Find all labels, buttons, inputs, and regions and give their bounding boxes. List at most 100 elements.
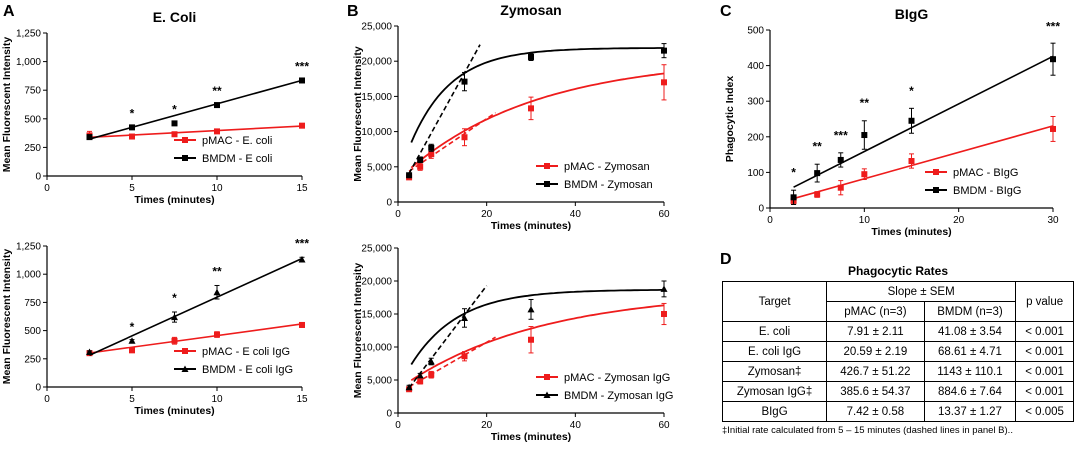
legend-swatch-marker [544,163,550,169]
data-point [428,371,435,378]
y-tick-label: 1,250 [16,29,41,40]
cell-target: Zymosan IgG‡ [721,381,828,402]
data-point [661,47,667,54]
x-axis-label: Times (minutes) [491,220,571,232]
legend-swatch-marker [543,391,551,398]
y-tick-label: 500 [24,114,41,125]
panel-label-a: A [3,3,15,20]
header-bmdm: BMDM (n=3) [923,301,1017,322]
cell-p: < 0.001 [1015,361,1074,382]
data-point [406,172,413,179]
x-tick-label: 10 [859,215,871,226]
y-tick-label: 5,000 [367,376,392,387]
cell-target: E. coli [721,321,828,342]
significance-marker: * [791,166,796,180]
cell-bmdm: 13.37 ± 1.27 [923,401,1017,422]
table-row: Zymosan‡ 426.7 ± 51.22 1143 ± 110.1 < 0.… [721,361,1074,382]
significance-marker: ** [212,84,222,98]
header-p-value: p value [1015,281,1074,322]
data-point [299,77,305,84]
x-tick-label: 10 [211,394,223,405]
data-point [299,122,305,129]
legend-label: BMDM - Zymosan IgG [564,390,673,402]
cell-bmdm: 41.08 ± 3.54 [923,321,1017,342]
data-point [171,337,178,344]
data-point [171,131,178,138]
x-tick-label: 10 [211,183,223,194]
y-tick-label: 25,000 [361,244,392,255]
x-tick-label: 15 [296,183,308,194]
legend-swatch-marker [181,365,189,372]
data-point [299,321,305,328]
data-point [129,133,135,140]
fit-line [793,125,1054,200]
data-point [837,156,844,163]
y-axis-label: Mean Fluorescent Intensity [1,37,13,173]
y-tick-label: 10,000 [361,127,392,138]
legend-label: pMAC - BIgG [953,167,1018,179]
significance-marker: * [172,291,177,305]
chart-ecoli-igg: 0 250 500 750 1,000 1,250 0 5 10 15 Times (minutes… [1,236,309,417]
x-tick-label: 20 [481,420,493,431]
significance-marker: ** [212,264,222,278]
legend-swatch-marker [933,187,939,193]
data-point [417,378,424,385]
fit-curve [410,47,664,143]
table-row: Zymosan IgG‡ 385.6 ± 54.37 884.6 ± 7.64 … [721,381,1074,402]
chart-blgg: 0 100 200 300 400 500 0 10 20 30 Times (minutes) Ph… [724,6,1060,238]
legend-label: pMAC - E coli IgG [202,346,290,358]
data-point [814,170,821,177]
data-point [86,348,93,356]
y-axis-label: Mean Fluorescent Intensity [1,249,13,385]
y-tick-label: 0 [35,383,41,394]
chart-title: BIgG [895,6,929,22]
panel-label-d: D [720,251,732,268]
data-point [527,305,535,313]
y-tick-label: 1,250 [16,242,41,253]
legend-swatch-marker [182,348,188,354]
fit-line [89,79,303,140]
data-point [1050,56,1056,63]
table-footnote: ‡Initial rate calculated from 5 – 15 min… [722,425,1013,436]
table-row: BIgG 7.42 ± 0.58 13.37 ± 1.27 < 0.005 [721,401,1074,422]
fit-curve [410,304,665,381]
legend-label: BMDM - BIgG [953,185,1021,197]
panel-label-c: C [720,3,732,20]
fit-line [89,323,303,354]
data-point [405,383,413,391]
initial-rate-line [408,285,488,389]
legend-label: pMAC - Zymosan IgG [564,372,670,384]
cell-target: Zymosan‡ [721,361,828,382]
data-point [129,347,135,354]
x-axis-label: Times (minutes) [871,226,951,238]
y-tick-label: 1,000 [16,57,41,68]
cell-bmdm: 68.61 ± 4.71 [923,341,1017,362]
data-point [461,353,468,360]
legend-swatch-marker [544,181,550,187]
initial-rate-line [408,336,496,388]
header-slope: Slope ± SEM [826,281,1017,302]
initial-rate-line [408,44,481,174]
x-tick-label: 5 [129,394,135,405]
y-axis-label: Phagocytic Index [724,76,736,163]
legend-swatch-marker [182,155,188,161]
y-tick-label: 20,000 [361,57,392,68]
x-tick-label: 40 [570,420,582,431]
header-pmac: pMAC (n=3) [826,301,925,322]
y-tick-label: 20,000 [361,277,392,288]
data-point [214,331,220,338]
data-point [461,78,468,85]
cell-p: < 0.005 [1015,401,1074,422]
fit-curve [410,72,665,169]
data-point [428,144,435,151]
data-point [427,358,435,365]
cell-pmac: 20.59 ± 2.19 [826,341,925,362]
legend-label: BMDM - E coli [202,153,272,165]
significance-marker: *** [295,59,309,73]
fit-line [89,125,303,139]
significance-marker: ** [812,140,822,154]
y-tick-label: 1,000 [16,270,41,281]
data-point [528,105,534,112]
significance-marker: *** [1046,20,1060,34]
